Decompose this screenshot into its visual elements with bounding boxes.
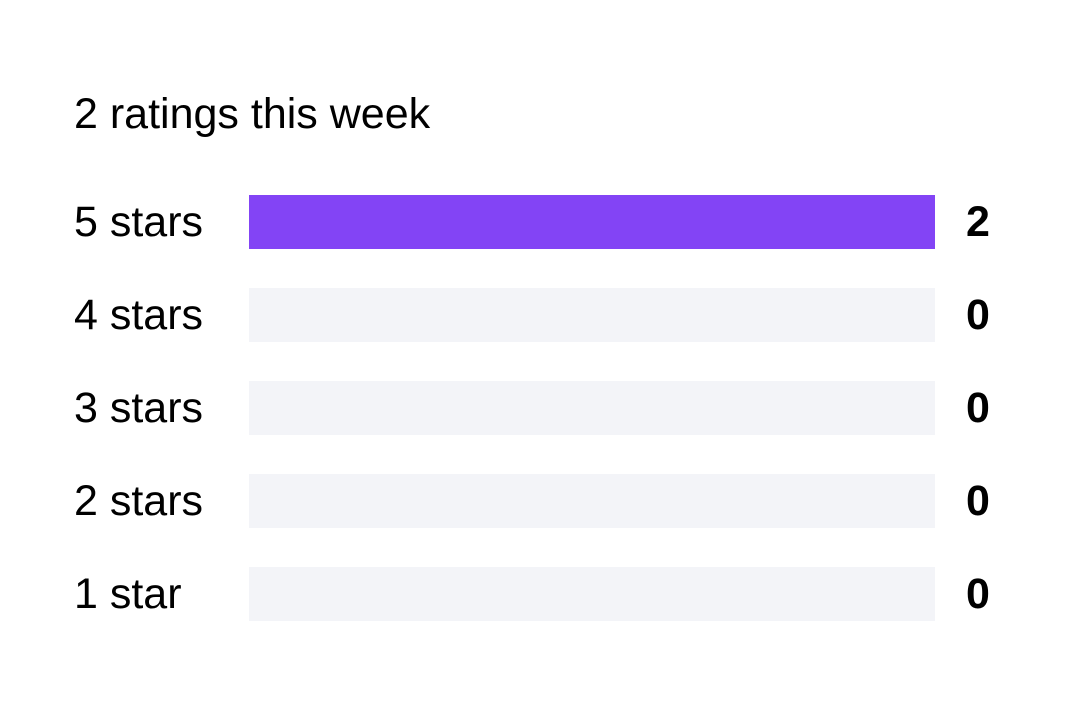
rating-row-label: 5 stars: [74, 198, 204, 246]
rating-row-count: 0: [966, 291, 990, 339]
rating-row-1-star: 1 star 0: [0, 567, 1070, 621]
rating-row-2-stars: 2 stars 0: [0, 474, 1070, 528]
rating-row-count: 0: [966, 570, 990, 618]
rating-bar-track: [249, 474, 935, 528]
rating-bar-track: [249, 567, 935, 621]
rating-bar-track: [249, 195, 935, 249]
rating-row-label: 3 stars: [74, 384, 204, 432]
rating-row-label: 2 stars: [74, 477, 204, 525]
rating-row-count: 0: [966, 477, 990, 525]
rating-row-5-stars: 5 stars 2: [0, 195, 1070, 249]
rating-bar-fill: [249, 195, 935, 249]
rating-bar-track: [249, 288, 935, 342]
rating-row-count: 2: [966, 198, 990, 246]
rating-bar-track: [249, 381, 935, 435]
rating-row-count: 0: [966, 384, 990, 432]
rating-row-label: 1 star: [74, 570, 182, 618]
rating-row-4-stars: 4 stars 0: [0, 288, 1070, 342]
rating-row-label: 4 stars: [74, 291, 204, 339]
ratings-summary: 2 ratings this week: [74, 90, 431, 138]
rating-row-3-stars: 3 stars 0: [0, 381, 1070, 435]
